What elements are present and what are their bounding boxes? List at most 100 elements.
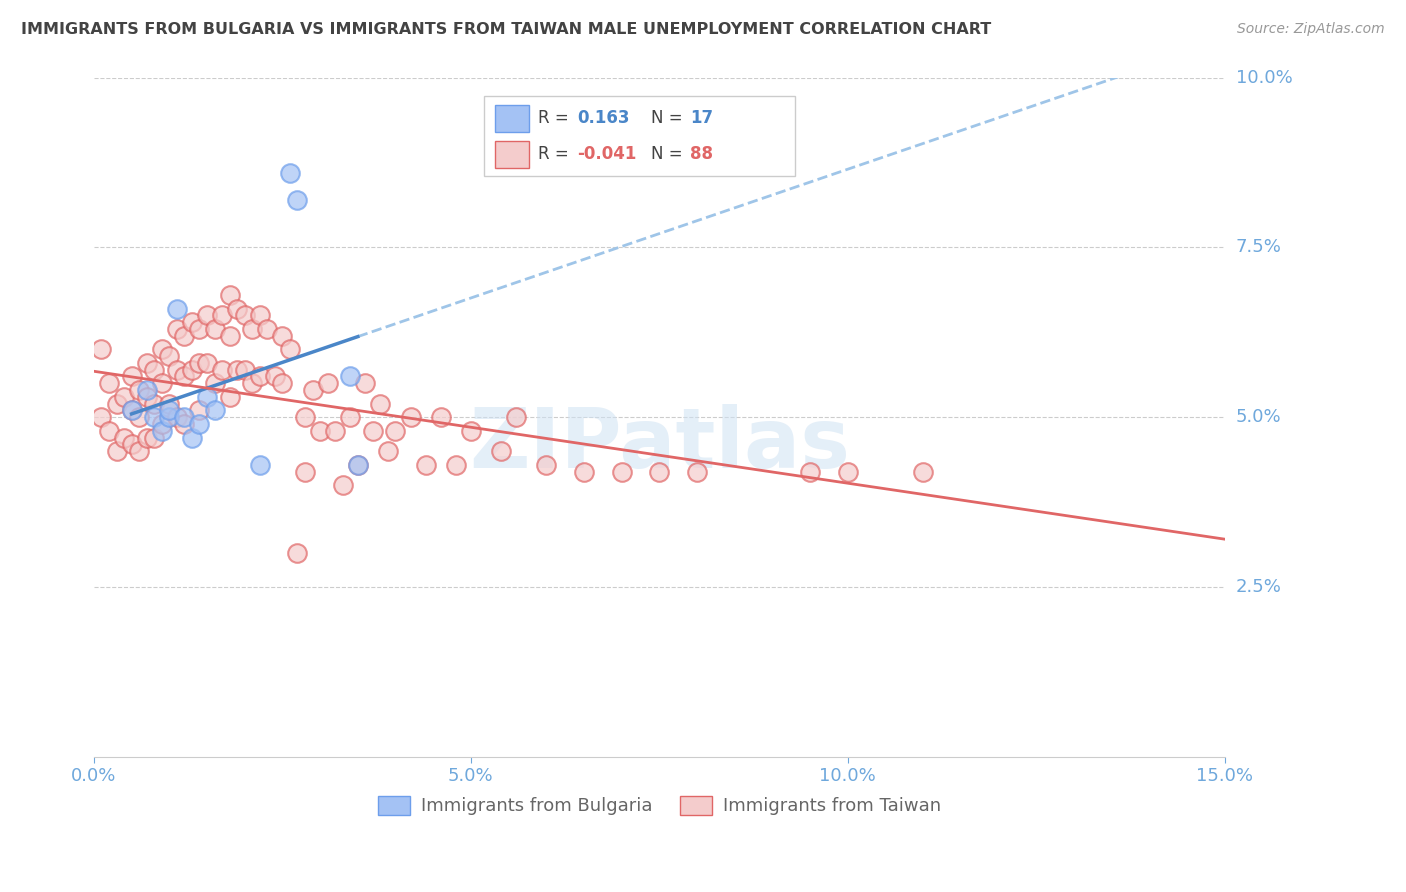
Point [166, 410, 188, 425]
Point [204, 403, 226, 417]
Point [339, 369, 361, 384]
Text: 17: 17 [690, 110, 713, 128]
Point [278, 343, 301, 357]
Point [204, 376, 226, 391]
Text: 5.0%: 5.0% [1236, 409, 1281, 426]
Point [173, 410, 195, 425]
Point [143, 431, 166, 445]
Point [204, 322, 226, 336]
Point [121, 369, 143, 384]
Point [240, 322, 263, 336]
Point [135, 356, 157, 370]
Point [218, 328, 240, 343]
Point [150, 343, 173, 357]
Point [323, 424, 346, 438]
Text: IMMIGRANTS FROM BULGARIA VS IMMIGRANTS FROM TAIWAN MALE UNEMPLOYMENT CORRELATION: IMMIGRANTS FROM BULGARIA VS IMMIGRANTS F… [21, 22, 991, 37]
Point [278, 166, 301, 180]
FancyBboxPatch shape [495, 104, 529, 132]
Point [294, 465, 316, 479]
Point [188, 322, 211, 336]
Point [98, 424, 121, 438]
Point [294, 410, 316, 425]
FancyBboxPatch shape [495, 141, 529, 168]
Point [157, 397, 180, 411]
Point [287, 193, 309, 207]
Point [429, 410, 451, 425]
Point [128, 444, 150, 458]
Text: 7.5%: 7.5% [1236, 238, 1282, 256]
Point [143, 397, 166, 411]
Point [572, 465, 595, 479]
Point [150, 424, 173, 438]
Point [128, 410, 150, 425]
Point [181, 431, 204, 445]
Point [444, 458, 467, 472]
Point [195, 356, 218, 370]
Point [460, 424, 482, 438]
Point [90, 410, 112, 425]
Point [271, 376, 294, 391]
Point [384, 424, 406, 438]
Point [166, 301, 188, 316]
Point [370, 397, 392, 411]
Point [309, 424, 332, 438]
Legend: Immigrants from Bulgaria, Immigrants from Taiwan: Immigrants from Bulgaria, Immigrants fro… [370, 789, 948, 822]
Point [195, 390, 218, 404]
Point [135, 390, 157, 404]
Point [346, 458, 368, 472]
Point [112, 390, 135, 404]
Point [135, 383, 157, 397]
Point [233, 309, 256, 323]
Point [249, 458, 271, 472]
Point [181, 315, 204, 329]
Text: R =: R = [538, 145, 569, 163]
Point [610, 465, 633, 479]
Point [226, 301, 249, 316]
Point [240, 376, 263, 391]
Point [332, 478, 354, 492]
Point [150, 376, 173, 391]
Point [166, 362, 188, 376]
Point [263, 369, 285, 384]
Point [166, 322, 188, 336]
Point [121, 437, 143, 451]
Point [912, 465, 935, 479]
Point [188, 356, 211, 370]
Point [218, 390, 240, 404]
Point [157, 410, 180, 425]
Point [218, 288, 240, 302]
Point [339, 410, 361, 425]
Text: N =: N = [651, 145, 683, 163]
Point [121, 403, 143, 417]
Point [150, 417, 173, 431]
Point [377, 444, 399, 458]
Point [799, 465, 821, 479]
Point [354, 376, 377, 391]
Text: ZIPatlas: ZIPatlas [468, 404, 849, 485]
Point [316, 376, 339, 391]
Point [536, 458, 558, 472]
Point [249, 369, 271, 384]
Point [211, 362, 233, 376]
Point [346, 458, 368, 472]
Point [361, 424, 384, 438]
Point [173, 417, 195, 431]
Point [287, 546, 309, 560]
Point [249, 309, 271, 323]
Point [98, 376, 121, 391]
Point [505, 410, 527, 425]
Point [837, 465, 859, 479]
Text: N =: N = [651, 110, 683, 128]
Text: 88: 88 [690, 145, 713, 163]
Point [489, 444, 512, 458]
Point [188, 417, 211, 431]
Point [173, 369, 195, 384]
Point [143, 362, 166, 376]
Point [105, 397, 128, 411]
Point [157, 349, 180, 363]
Point [121, 403, 143, 417]
Text: 10.0%: 10.0% [1236, 69, 1292, 87]
Point [188, 403, 211, 417]
Point [233, 362, 256, 376]
Point [181, 362, 204, 376]
